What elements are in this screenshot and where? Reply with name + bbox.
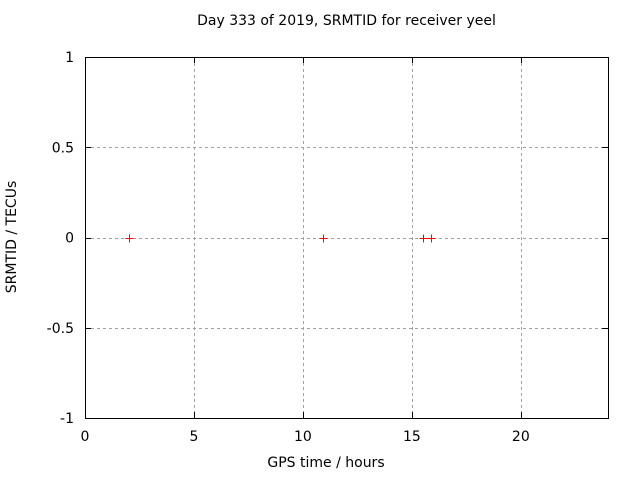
x-tick-label: 15 [403, 429, 421, 445]
x-tick-label: 20 [512, 429, 530, 445]
y-tick-label: -1 [60, 411, 74, 427]
y-tick-label: 0 [65, 231, 74, 247]
y-tick-label: -0.5 [47, 321, 74, 337]
y-axis-label: SRMTID / TECUs [4, 180, 20, 294]
data-point-marker [427, 234, 436, 243]
y-tick-label: 0.5 [52, 140, 74, 156]
data-point-marker [125, 234, 134, 243]
data-point-marker [319, 234, 328, 243]
chart-title: Day 333 of 2019, SRMTID for receiver yee… [197, 13, 496, 29]
x-axis-label: GPS time / hours [267, 455, 385, 471]
data-point-marker [419, 234, 428, 243]
x-tick-label: 10 [294, 429, 312, 445]
x-tick-label: 5 [189, 429, 198, 445]
x-tick-label: 0 [81, 429, 90, 445]
y-tick-label: 1 [65, 50, 74, 66]
